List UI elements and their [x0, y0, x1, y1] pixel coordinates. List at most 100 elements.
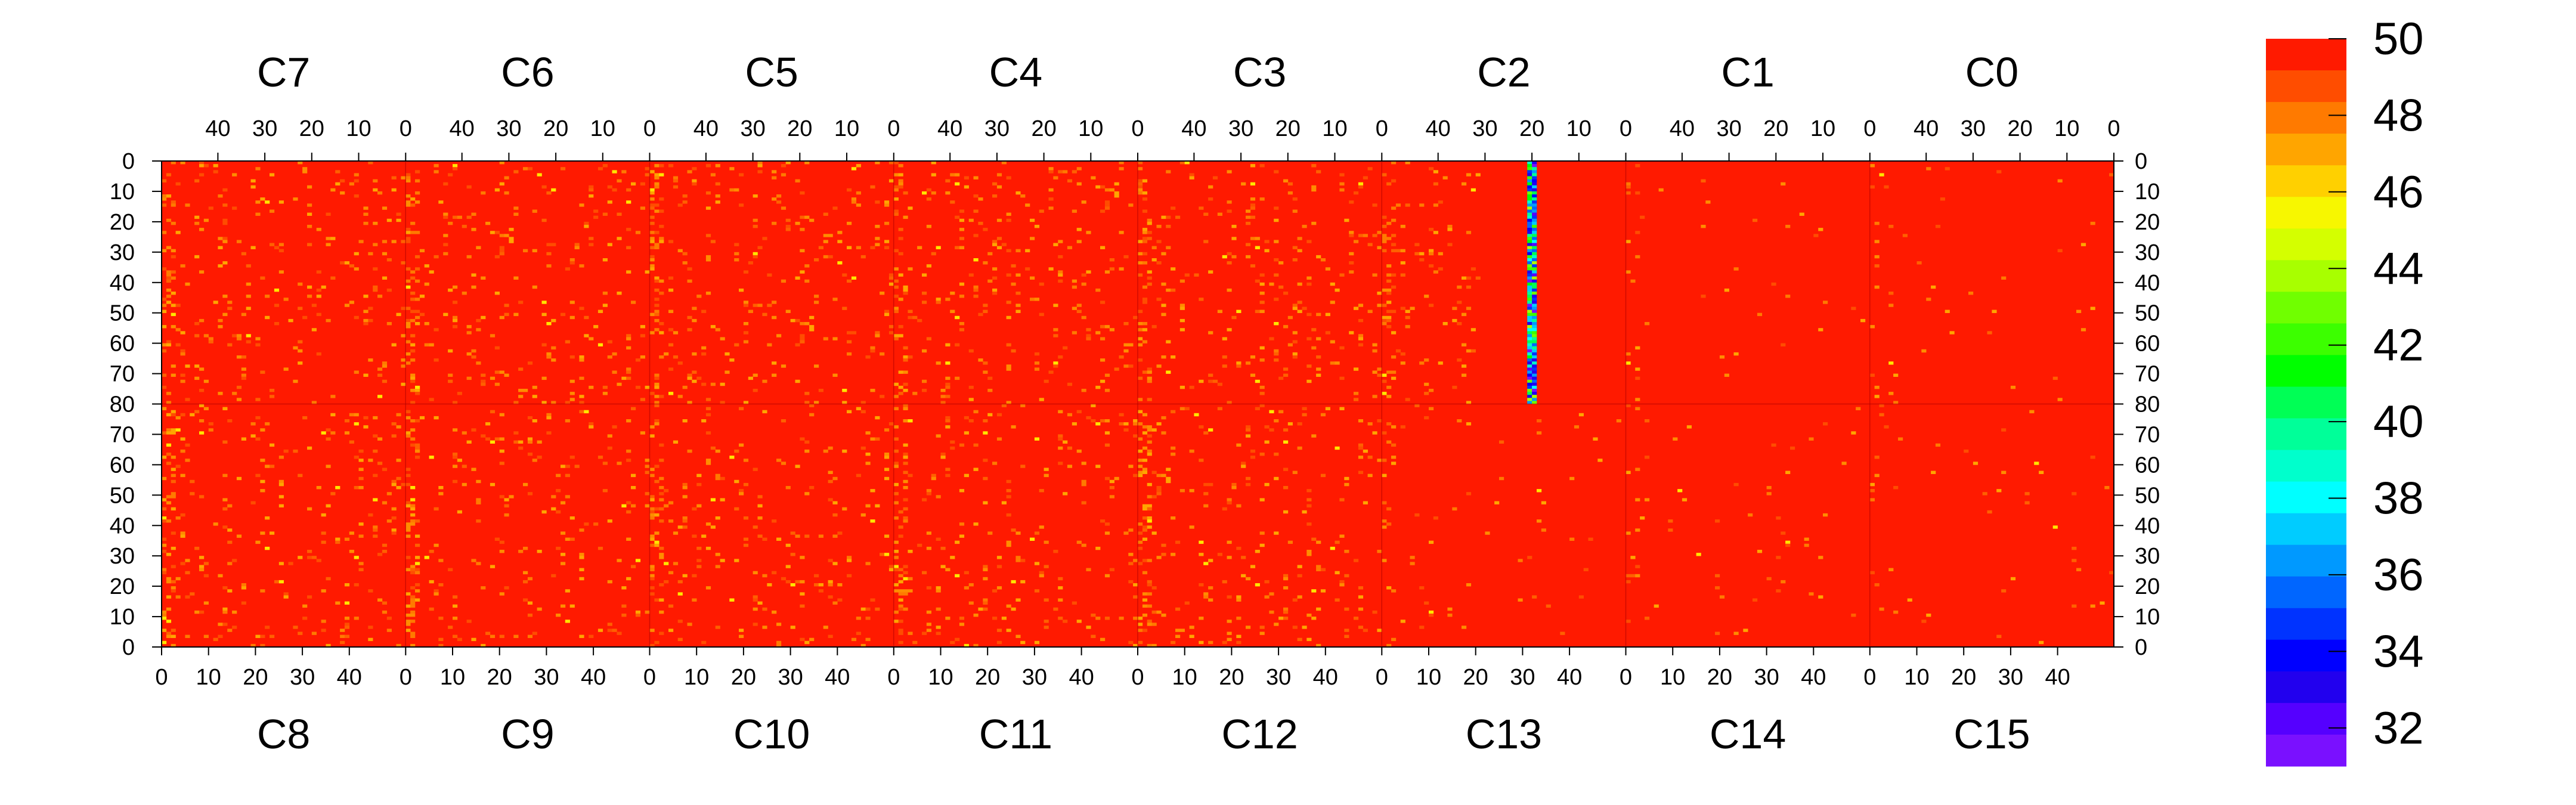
- left-tick-label: 50: [110, 483, 135, 508]
- heatmap-cell: [434, 589, 439, 593]
- heatmap-cell: [1020, 580, 1026, 584]
- anomaly-cell: [1527, 334, 1532, 338]
- heatmap-cell: [1302, 510, 1307, 514]
- heatmap-cell: [1109, 328, 1114, 332]
- heatmap-cell: [1335, 571, 1340, 575]
- heatmap-cell: [180, 379, 185, 383]
- heatmap-cell: [1138, 422, 1143, 426]
- right-tick-label: 60: [2135, 332, 2160, 357]
- heatmap-cell: [410, 309, 416, 313]
- heatmap-cell: [710, 240, 716, 243]
- heatmap-cell: [1048, 206, 1054, 210]
- heatmap-cell: [739, 407, 744, 410]
- heatmap-cell: [1916, 261, 1922, 265]
- heatmap-cell: [922, 292, 927, 295]
- heatmap-cell: [785, 228, 791, 231]
- heatmap-cell: [1199, 298, 1204, 301]
- anomaly-cell: [1532, 379, 1537, 383]
- heatmap-cell: [316, 352, 321, 356]
- heatmap-cell: [602, 292, 608, 295]
- heatmap-cell: [1358, 626, 1364, 629]
- heatmap-cell: [1701, 179, 1706, 182]
- heatmap-cell: [579, 358, 584, 362]
- heatmap-cell: [1053, 304, 1058, 307]
- heatmap-cell: [978, 607, 983, 611]
- heatmap-cell: [349, 531, 354, 535]
- heatmap-cell: [1316, 540, 1321, 544]
- heatmap-cell: [659, 240, 664, 243]
- heatmap-cell: [344, 617, 350, 620]
- heatmap-cell: [753, 571, 758, 575]
- heatmap-cell: [1635, 398, 1640, 401]
- anomaly-cell: [1532, 401, 1537, 404]
- heatmap-cell: [569, 398, 575, 401]
- heatmap-cell: [1701, 295, 1706, 298]
- heatmap-cell: [875, 334, 880, 338]
- heatmap-cell: [800, 580, 805, 584]
- heatmap-cell: [1645, 322, 1650, 326]
- heatmap-cell: [561, 167, 566, 171]
- heatmap-cell: [1222, 255, 1227, 259]
- anomaly-cell: [1527, 234, 1532, 237]
- heatmap-cell: [903, 507, 908, 511]
- heatmap-cell: [1391, 179, 1397, 182]
- heatmap-cell: [898, 185, 903, 189]
- heatmap-cell: [1616, 419, 1621, 423]
- heatmap-cell: [1391, 425, 1397, 429]
- heatmap-cell: [631, 486, 636, 490]
- heatmap-cell: [556, 546, 561, 550]
- heatmap-cell: [898, 173, 903, 177]
- anomaly-cell: [1527, 292, 1532, 295]
- heatmap-cell: [561, 562, 566, 565]
- anomaly-cell: [1532, 161, 1537, 165]
- heatmap-cell: [1147, 525, 1152, 529]
- heatmap-cell: [1818, 595, 1823, 599]
- anomaly-cell: [1527, 370, 1532, 374]
- heatmap-cell: [659, 519, 664, 523]
- heatmap-cell: [649, 510, 655, 514]
- heatmap-cell: [809, 486, 815, 490]
- heatmap-cell: [326, 318, 331, 323]
- heatmap-cell: [302, 315, 308, 320]
- heatmap-cell: [405, 306, 411, 310]
- heatmap-cell: [1879, 173, 1884, 177]
- heatmap-cell: [1874, 456, 1880, 459]
- heatmap-cell: [377, 437, 383, 441]
- heatmap-cell: [1171, 355, 1176, 359]
- heatmap-cell: [710, 325, 716, 329]
- heatmap-cell: [654, 543, 660, 547]
- heatmap-cell: [828, 580, 833, 584]
- heatmap-cell: [386, 617, 392, 620]
- anomaly-cell: [1532, 237, 1537, 240]
- heatmap-cell: [1311, 617, 1317, 620]
- heatmap-cell: [1358, 586, 1364, 590]
- heatmap-cell: [996, 237, 1002, 240]
- heatmap-cell: [1030, 237, 1035, 240]
- heatmap-cell: [1208, 428, 1213, 432]
- heatmap-cell: [898, 182, 903, 186]
- heatmap-cell: [739, 492, 744, 496]
- heatmap-cell: [1058, 617, 1063, 620]
- heatmap-cell: [903, 288, 908, 292]
- heatmap-cell: [1386, 422, 1392, 426]
- heatmap-cell: [2001, 470, 2007, 474]
- heatmap-cell: [1114, 191, 1119, 195]
- heatmap-cell: [255, 473, 261, 478]
- heatmap-cell: [565, 620, 570, 623]
- heatmap-cell: [405, 525, 411, 529]
- heatmap-cell: [959, 228, 965, 231]
- heatmap-cell: [804, 492, 810, 496]
- heatmap-cell: [415, 456, 420, 459]
- heatmap-cell: [847, 246, 852, 249]
- heatmap-cell: [1274, 206, 1279, 210]
- heatmap-cell: [518, 367, 524, 371]
- heatmap-cell: [476, 318, 481, 323]
- heatmap-cell: [649, 495, 655, 499]
- heatmap-cell: [1888, 361, 1894, 365]
- heatmap-cell: [617, 559, 622, 562]
- heatmap-cell: [1166, 340, 1171, 343]
- heatmap-cell: [415, 562, 420, 565]
- heatmap-cell: [893, 188, 899, 192]
- anomaly-cell: [1527, 276, 1532, 280]
- heatmap-cell: [1386, 522, 1392, 526]
